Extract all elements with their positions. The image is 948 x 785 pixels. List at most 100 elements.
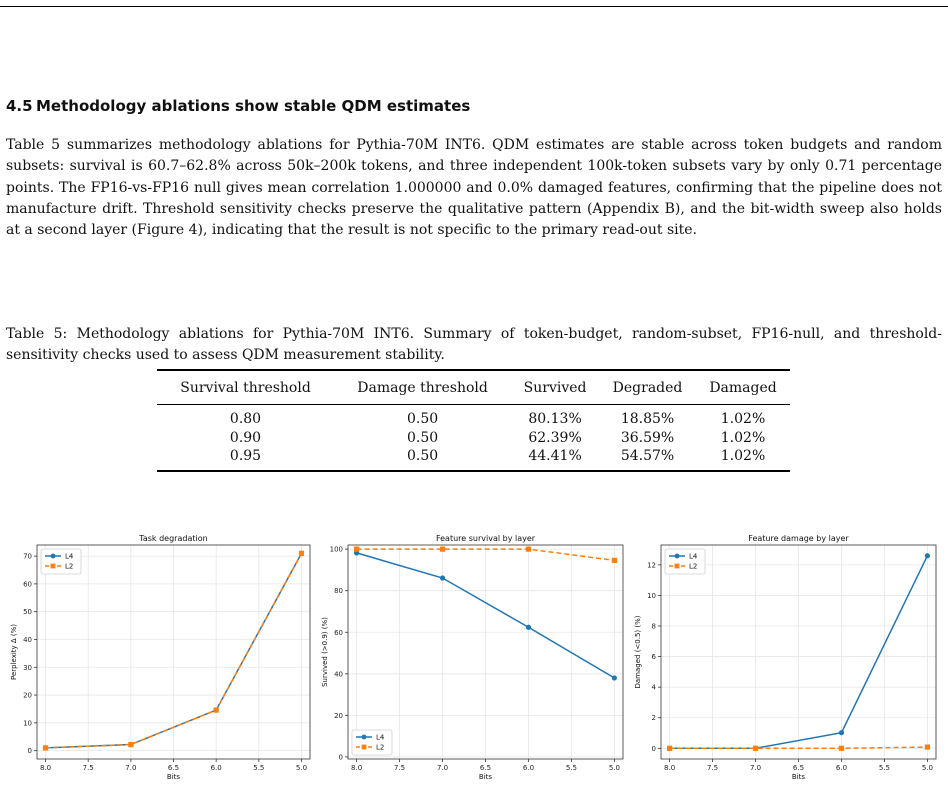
y-tick-label: 10 [647, 592, 656, 600]
header-degraded: Degraded [612, 379, 683, 396]
chart-panel-2: 8.0 7.5 7.0 6.5 6.0 5.5 5.0 0 20 40 60 80 100 Feature… [321, 534, 624, 781]
data-point-l4 [439, 575, 446, 581]
legend-marker-l2 [361, 744, 367, 750]
chart-panel-1: 8.0 7.5 7.0 6.5 6.0 5.5 5.0 0 10 20 30 40 50 60 70 Task… [10, 534, 311, 781]
y-tick-label: 60 [334, 629, 343, 637]
figure-bit-width-sweep: 8.0 7.5 7.0 6.5 6.0 5.5 5.0010203040506070Task… [10, 534, 937, 781]
x-axis-label: Bits [479, 773, 492, 781]
legend-box [664, 548, 706, 575]
x-tick-label: 6.0 [523, 764, 534, 772]
header-survived: Survived [523, 379, 587, 396]
header-survival-threshold: Survival threshold [180, 379, 311, 396]
y-tick-label: 20 [334, 712, 343, 720]
data-point-l4 [611, 675, 618, 681]
table-cell: 0.95 [229, 448, 262, 465]
data-point-l2 [525, 546, 532, 552]
y-tick-label: 60 [23, 580, 32, 588]
x-tick-label: 8.0 [351, 764, 362, 772]
x-tick-label: 7.5 [707, 764, 718, 772]
x-tick-label: 8.0 [40, 764, 51, 772]
data-point-l2 [838, 745, 845, 751]
x-tick-label: 7.0 [750, 764, 761, 772]
table-cell: 18.85% [620, 411, 675, 427]
table-cell: 1.02% [720, 448, 766, 465]
table-header-row: Survival threshold Damage threshold Surv… [157, 370, 790, 405]
table-cell: 62.39% [528, 429, 582, 446]
table-cell: 36.59% [620, 429, 675, 446]
x-tick-label: 6.5 [168, 764, 179, 772]
table-cell: 0.80 [229, 411, 262, 427]
x-tick-label: 7.5 [394, 764, 405, 772]
data-point-l2 [752, 745, 759, 751]
legend-label-l4: L4 [65, 553, 74, 561]
x-tick-label: 5.0 [296, 764, 307, 772]
chart-title: Feature survival by layer [436, 534, 536, 543]
y-tick-label: 0 [652, 745, 656, 753]
legend-label-l2: L2 [689, 563, 697, 571]
y-tick-label: 0 [28, 747, 32, 755]
x-tick-label: 6.0 [836, 764, 847, 772]
y-tick-label: 80 [334, 587, 343, 595]
header-damaged: Damaged [709, 379, 777, 396]
section-title: Methodology ablations show stable QDM es… [36, 97, 471, 115]
data-point-l2 [213, 707, 219, 713]
table-cell: 44.41% [528, 448, 582, 465]
series-line-l2 [356, 548, 615, 562]
legend-box [40, 548, 82, 575]
body-paragraph: Table 5 summarizes methodology ablations… [6, 137, 942, 239]
table-cell: 54.57% [620, 448, 675, 465]
x-axis-label: Bits [792, 773, 805, 781]
data-point-l2 [666, 745, 673, 751]
table-cell: 0.50 [406, 411, 439, 427]
legend-marker-l4 [361, 734, 367, 740]
y-tick-label: 50 [23, 608, 32, 616]
table-row: 0.95 0.50 44.41% 54.57% 1.02% [157, 448, 790, 472]
y-tick-label: 20 [23, 692, 32, 700]
table-cell: 0.50 [406, 429, 439, 446]
y-tick-label: 100 [330, 546, 343, 554]
y-tick-label: 40 [334, 670, 343, 678]
x-tick-label: 8.0 [664, 764, 675, 772]
legend-marker-l4 [674, 553, 680, 559]
table-cell: 0.90 [229, 429, 262, 446]
plot-frame [36, 544, 311, 760]
x-tick-label: 6.0 [211, 764, 222, 772]
y-tick-label: 10 [23, 719, 32, 727]
table-cell: 0.50 [406, 448, 439, 465]
y-tick-label: 2 [652, 714, 656, 722]
section-heading: 4.5 Methodology ablations show stable QDM… [6, 97, 470, 115]
legend-label-l2: L2 [65, 563, 73, 571]
table-cell: 1.02% [720, 411, 766, 427]
y-tick-label: 40 [23, 636, 32, 644]
data-point-l4 [924, 553, 931, 559]
header-damage-threshold: Damage threshold [357, 379, 488, 396]
x-tick-label: 7.0 [437, 764, 448, 772]
x-tick-label: 7.5 [83, 764, 94, 772]
x-tick-label: 6.5 [793, 764, 804, 772]
legend-label-l4: L4 [689, 553, 698, 561]
y-tick-label: 4 [652, 684, 657, 692]
series-line-l2 [45, 552, 303, 749]
y-tick-label: 12 [647, 561, 656, 569]
data-point-l2 [298, 550, 305, 556]
plot-frame [660, 544, 937, 760]
legend-label-l2: L2 [376, 744, 384, 752]
y-tick-label: 0 [339, 753, 343, 761]
y-axis-label: Perplexity Δ (%) [10, 624, 18, 680]
x-tick-label: 7.0 [125, 764, 136, 772]
data-point-l2 [924, 744, 931, 750]
data-point-l4 [525, 624, 532, 630]
table-row: 0.90 0.50 62.39% 36.59% 1.02% [157, 427, 790, 448]
series-line-l4 [356, 552, 615, 679]
y-tick-label: 8 [652, 623, 656, 631]
data-point-l2 [353, 546, 360, 552]
x-tick-label: 5.0 [609, 764, 620, 772]
legend-marker-l2 [50, 563, 56, 569]
table-cell: 80.13% [528, 411, 582, 427]
chart-title: Task degradation [138, 534, 207, 543]
legend-marker-l4 [50, 553, 56, 559]
data-point-l2 [42, 745, 49, 751]
table-cell: 1.02% [720, 429, 766, 446]
